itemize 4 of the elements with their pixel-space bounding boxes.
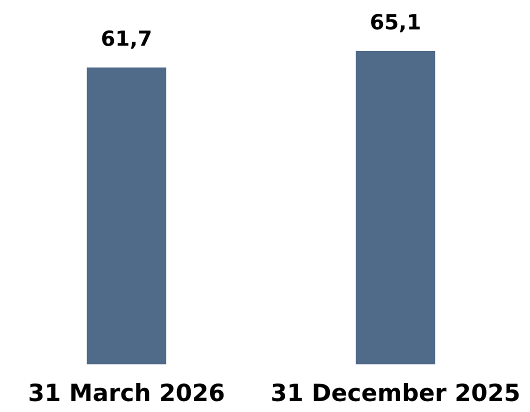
x-tick-label: 31 December 2025 — [272, 383, 519, 402]
data-label: 65,1 — [371, 14, 420, 32]
x-tick-label: 31 March 2026 — [30, 383, 224, 402]
data-label: 61,7 — [102, 30, 151, 49]
